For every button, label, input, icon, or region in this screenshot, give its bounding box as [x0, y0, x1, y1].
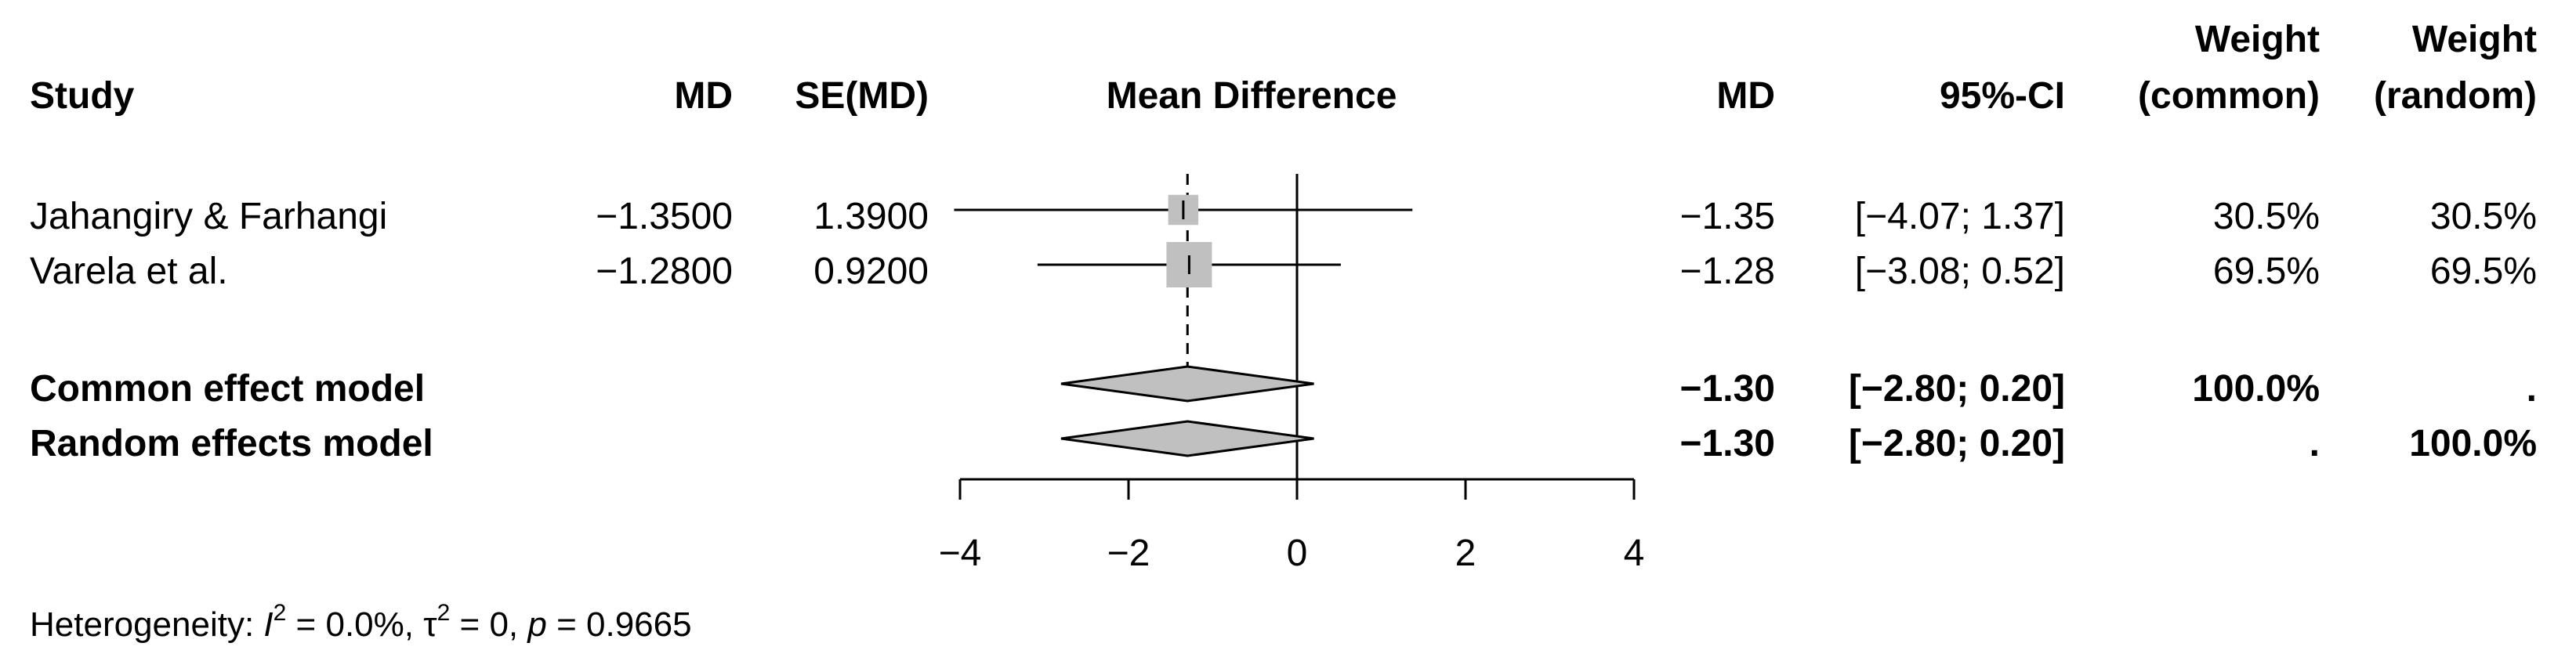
- heterogeneity-text: Heterogeneity: I2 = 0.0%, τ2 = 0, p = 0.…: [30, 600, 692, 644]
- header-weight-common-top: Weight: [2195, 19, 2320, 60]
- model-common-weight-random: .: [2527, 368, 2537, 410]
- header-md-right: MD: [1716, 75, 1775, 117]
- model-common-weight-common: 100.0%: [2192, 368, 2320, 410]
- tau-value: = 0,: [450, 605, 527, 644]
- p-symbol: p: [526, 605, 546, 644]
- model-random-ci: [−2.80; 0.20]: [1849, 423, 2065, 464]
- tau-exponent: 2: [437, 600, 451, 626]
- model-random-weight-common: .: [2310, 423, 2320, 464]
- i2-exponent: 2: [274, 600, 287, 626]
- i2-value: = 0.0%,: [286, 605, 423, 644]
- study-2-md-right: −1.28: [1680, 251, 1775, 292]
- i2-symbol: I: [263, 605, 273, 644]
- plot-area: −4 −2 0 2 4: [939, 174, 1645, 574]
- study-1-ci: [−4.07; 1.37]: [1855, 196, 2065, 237]
- model-common-md: −1.30: [1680, 368, 1775, 410]
- study-2-weight-random: 69.5%: [2430, 251, 2537, 292]
- tau-symbol: τ: [423, 605, 437, 644]
- header-se: SE(MD): [795, 75, 929, 117]
- x-tick-label: 2: [1455, 533, 1476, 574]
- study-1-md: −1.3500: [596, 196, 733, 237]
- model-random-md: −1.30: [1680, 423, 1775, 464]
- study-2-weight-common: 69.5%: [2213, 251, 2320, 292]
- x-tick-label: −4: [939, 533, 982, 574]
- study-1-weight-common: 30.5%: [2213, 196, 2320, 237]
- header-study: Study: [30, 75, 135, 117]
- p-value: = 0.9665: [547, 605, 692, 644]
- heterogeneity-prefix: Heterogeneity:: [30, 605, 263, 644]
- study-2-ci: [−3.08; 0.52]: [1855, 251, 2065, 292]
- header-weight-random: (random): [2374, 75, 2537, 117]
- study-1-name: Jahangiry & Farhangi: [30, 196, 387, 237]
- x-tick-label: 4: [1624, 533, 1645, 574]
- common-effect-diamond: [1060, 365, 1314, 403]
- study-2-md: −1.2800: [596, 251, 733, 292]
- x-tick-label: 0: [1287, 533, 1308, 574]
- study-2-se: 0.9200: [813, 251, 929, 292]
- study-1-weight-random: 30.5%: [2430, 196, 2537, 237]
- model-common-name: Common effect model: [30, 368, 425, 410]
- study-1-md-right: −1.35: [1680, 196, 1775, 237]
- header-weight-random-top: Weight: [2412, 19, 2537, 60]
- study-2-name: Varela et al.: [30, 251, 228, 292]
- model-random-weight-random: 100.0%: [2409, 423, 2537, 464]
- model-random-name: Random effects model: [30, 423, 433, 464]
- header-mean-difference: Mean Difference: [1107, 75, 1397, 117]
- header-md: MD: [674, 75, 733, 117]
- model-common-ci: [−2.80; 0.20]: [1849, 368, 2065, 410]
- header-weight-common: (common): [2138, 75, 2320, 117]
- header-ci: 95%-CI: [1940, 75, 2065, 117]
- x-tick-label: −2: [1107, 533, 1150, 574]
- study-1-se: 1.3900: [813, 196, 929, 237]
- random-effects-diamond: [1060, 420, 1314, 457]
